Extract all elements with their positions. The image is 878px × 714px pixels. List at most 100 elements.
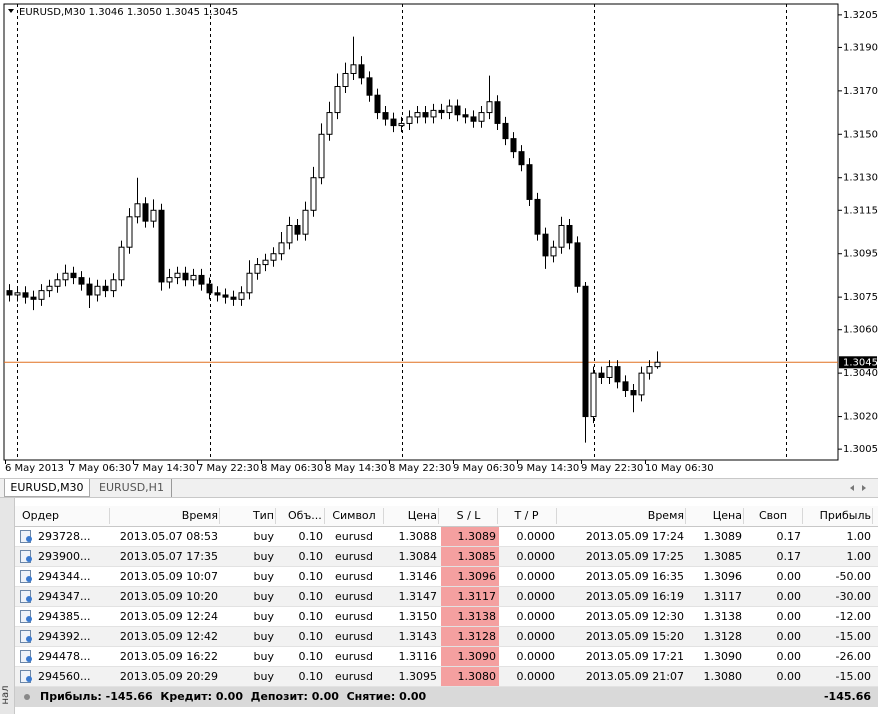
table-cell: 1.3080: [703, 670, 743, 683]
table-cell: 294478...: [38, 650, 91, 663]
y-tick-label: 1.3205: [843, 10, 878, 21]
scroll-right[interactable]: [862, 485, 866, 491]
column-header: Цена: [407, 509, 437, 522]
table-cell: buy: [253, 590, 274, 603]
table-cell: 0.10: [298, 670, 324, 683]
column-divider: [438, 508, 439, 524]
table-cell: 1.3096: [457, 570, 497, 583]
table-cell: 2013.05.09 12:24: [119, 610, 218, 623]
tab-bar: EURUSD,M30 EURUSD,H1: [0, 478, 878, 498]
x-tick-label: 7 May 14:30: [133, 463, 195, 474]
candle-body: [318, 133, 325, 179]
table-cell: 2013.05.09 12:30: [585, 610, 684, 623]
order-icon-dot: [26, 576, 32, 582]
candle-body: [646, 366, 653, 374]
y-tick-label: 1.3060: [843, 325, 878, 336]
table-cell: eurusd: [335, 670, 373, 683]
candle-body: [502, 122, 509, 140]
candle-body: [254, 264, 261, 274]
x-tick-label: 10 May 06:30: [645, 463, 714, 474]
table-cell: 0.00: [776, 630, 802, 643]
table-cell: 2013.05.09 10:07: [119, 570, 218, 583]
candle-body: [574, 242, 581, 287]
column-divider: [275, 508, 276, 524]
candle-body: [302, 209, 309, 235]
table-cell: 1.3085: [457, 550, 497, 563]
table-cell: 1.3116: [398, 650, 438, 663]
table-cell: 1.3117: [703, 590, 743, 603]
footer-bg: [15, 687, 878, 707]
table-cell: 0.0000: [516, 550, 556, 563]
order-icon-dot: [26, 616, 32, 622]
table-cell: eurusd: [335, 610, 373, 623]
table-cell: 1.3128: [457, 630, 497, 643]
candle-body: [534, 198, 541, 235]
chart-tab[interactable]: EURUSD,H1: [92, 479, 172, 497]
column-divider: [685, 508, 686, 524]
table-cell: 0.10: [298, 630, 324, 643]
table-cell: 0.0000: [516, 610, 556, 623]
table-cell: 2013.05.09 16:22: [119, 650, 218, 663]
table-cell: 1.3089: [703, 530, 743, 543]
table-cell: 0.10: [298, 530, 324, 543]
table-cell: 1.00: [846, 530, 872, 543]
candle-body: [654, 361, 661, 368]
table-cell: 1.3095: [398, 670, 438, 683]
y-tick-label: 1.3075: [843, 292, 878, 303]
table-cell: 1.3084: [398, 550, 438, 563]
table-cell: 0.0000: [516, 590, 556, 603]
order-icon-dot: [26, 596, 32, 602]
table-cell: 2013.05.09 17:24: [585, 530, 684, 543]
candle-body: [190, 274, 197, 281]
y-tick-label: 1.3040: [843, 368, 878, 379]
y-tick-label: 1.3005: [843, 444, 878, 455]
sl-cell-bg: [441, 567, 499, 586]
column-divider: [219, 508, 220, 524]
plot-frame: [3, 3, 839, 461]
table-cell: eurusd: [335, 530, 373, 543]
table-cell: 2013.05.09 17:25: [585, 550, 684, 563]
footer-icon: [24, 694, 30, 700]
table-cell: 294560...: [38, 670, 91, 683]
candle-body: [30, 296, 37, 300]
table-cell: 2013.05.09 15:20: [585, 630, 684, 643]
candle-body: [110, 279, 117, 292]
candle-body: [6, 290, 13, 296]
table-cell: 1.3128: [703, 630, 743, 643]
column-header: Тип: [252, 509, 274, 522]
candle-body: [598, 372, 605, 378]
tab-scroll[interactable]: [842, 479, 872, 497]
chart-tab[interactable]: EURUSD,M30: [4, 479, 90, 497]
candle-body: [566, 224, 573, 244]
sl-cell-bg: [441, 667, 499, 686]
candle-body: [118, 246, 125, 281]
table-cell: 0.00: [776, 650, 802, 663]
column-divider: [802, 508, 803, 524]
candle-body: [278, 242, 285, 255]
table-cell: 1.3085: [703, 550, 743, 563]
candle-body: [414, 112, 421, 118]
table-cell: buy: [253, 630, 274, 643]
candle-body: [638, 372, 645, 396]
scroll-left[interactable]: [850, 485, 854, 491]
candle-body: [478, 112, 485, 122]
candle-body: [86, 283, 93, 296]
table-cell: eurusd: [335, 630, 373, 643]
last-price-label: 1.3045: [843, 357, 878, 368]
candle-body: [558, 224, 565, 248]
column-divider: [556, 508, 557, 524]
table-cell: 1.3117: [457, 590, 497, 603]
candle-body: [486, 101, 493, 114]
side-panel: нал: [0, 498, 15, 714]
table-cell: 2013.05.09 16:35: [585, 570, 684, 583]
table-cell: 0.17: [776, 530, 802, 543]
menu-arrow[interactable]: [8, 9, 14, 13]
footer-summary: Прибыль: -145.66 Кредит: 0.00 Депозит: 0…: [40, 690, 427, 703]
order-icon-dot: [26, 536, 32, 542]
candle-body: [630, 390, 637, 396]
candle-body: [622, 381, 629, 392]
candle-body: [94, 285, 101, 296]
y-tick-label: 1.3020: [843, 412, 878, 423]
table-cell: -12.00: [835, 610, 871, 623]
column-divider: [383, 508, 384, 524]
